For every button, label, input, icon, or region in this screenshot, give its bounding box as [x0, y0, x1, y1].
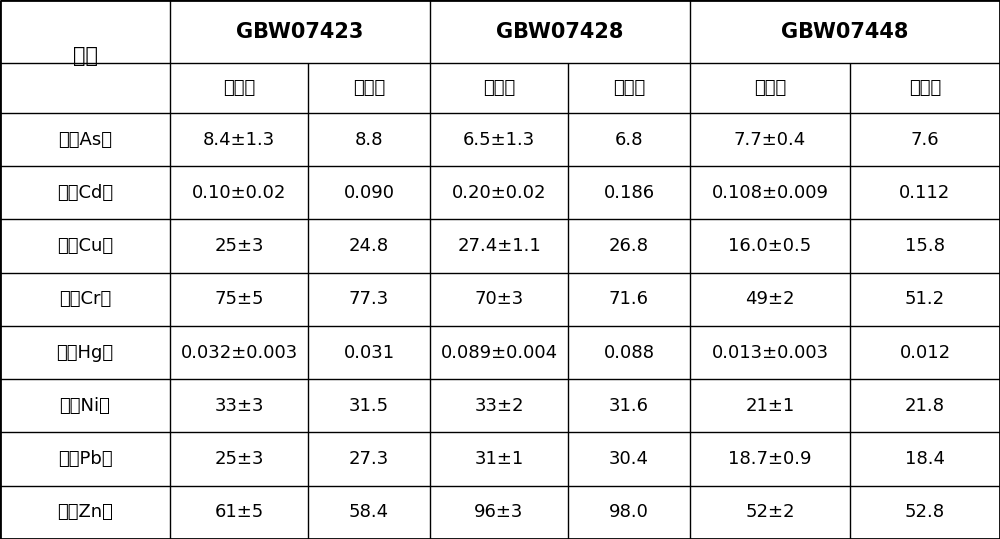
- Text: 30.4: 30.4: [609, 450, 649, 468]
- Text: 实测值: 实测值: [909, 79, 941, 97]
- Text: 0.186: 0.186: [603, 184, 655, 202]
- Text: 7.7±0.4: 7.7±0.4: [734, 130, 806, 149]
- Text: 33±3: 33±3: [214, 397, 264, 415]
- Text: 75±5: 75±5: [214, 291, 264, 308]
- Text: 铅（Pb）: 铅（Pb）: [58, 450, 112, 468]
- Text: 27.3: 27.3: [349, 450, 389, 468]
- Text: 8.8: 8.8: [355, 130, 383, 149]
- Text: 0.031: 0.031: [343, 343, 395, 362]
- Text: 25±3: 25±3: [214, 450, 264, 468]
- Text: 标准值: 标准值: [223, 79, 255, 97]
- Text: 锌（Zn）: 锌（Zn）: [57, 503, 113, 521]
- Text: 98.0: 98.0: [609, 503, 649, 521]
- Text: 15.8: 15.8: [905, 237, 945, 255]
- Text: 18.4: 18.4: [905, 450, 945, 468]
- Text: 49±2: 49±2: [745, 291, 795, 308]
- Text: 0.013±0.003: 0.013±0.003: [711, 343, 829, 362]
- Text: 52±2: 52±2: [745, 503, 795, 521]
- Text: 6.5±1.3: 6.5±1.3: [463, 130, 535, 149]
- Text: 16.0±0.5: 16.0±0.5: [728, 237, 812, 255]
- Text: 31±1: 31±1: [474, 450, 524, 468]
- Text: 31.6: 31.6: [609, 397, 649, 415]
- Text: 实测值: 实测值: [353, 79, 385, 97]
- Text: 70±3: 70±3: [474, 291, 524, 308]
- Text: 71.6: 71.6: [609, 291, 649, 308]
- Text: 标准值: 标准值: [754, 79, 786, 97]
- Text: 0.012: 0.012: [899, 343, 951, 362]
- Text: GBW07428: GBW07428: [496, 22, 624, 42]
- Text: 0.032±0.003: 0.032±0.003: [180, 343, 298, 362]
- Text: 0.089±0.004: 0.089±0.004: [440, 343, 558, 362]
- Text: 0.112: 0.112: [899, 184, 951, 202]
- Text: 25±3: 25±3: [214, 237, 264, 255]
- Text: 标准值: 标准值: [483, 79, 515, 97]
- Text: 汞（Hg）: 汞（Hg）: [56, 343, 114, 362]
- Text: 8.4±1.3: 8.4±1.3: [203, 130, 275, 149]
- Text: 61±5: 61±5: [214, 503, 264, 521]
- Text: 31.5: 31.5: [349, 397, 389, 415]
- Text: 96±3: 96±3: [474, 503, 524, 521]
- Text: 0.090: 0.090: [344, 184, 395, 202]
- Text: 0.108±0.009: 0.108±0.009: [712, 184, 828, 202]
- Text: 钓（Cr）: 钓（Cr）: [59, 291, 111, 308]
- Text: 27.4±1.1: 27.4±1.1: [457, 237, 541, 255]
- Text: 21.8: 21.8: [905, 397, 945, 415]
- Text: 26.8: 26.8: [609, 237, 649, 255]
- Text: 18.7±0.9: 18.7±0.9: [728, 450, 812, 468]
- Text: 7.6: 7.6: [911, 130, 939, 149]
- Text: 24.8: 24.8: [349, 237, 389, 255]
- Text: GBW07423: GBW07423: [236, 22, 364, 42]
- Text: 33±2: 33±2: [474, 397, 524, 415]
- Text: 镟（Cd）: 镟（Cd）: [57, 184, 113, 202]
- Text: 51.2: 51.2: [905, 291, 945, 308]
- Text: 21±1: 21±1: [745, 397, 795, 415]
- Text: GBW07448: GBW07448: [781, 22, 909, 42]
- Text: 砍（As）: 砍（As）: [58, 130, 112, 149]
- Text: 实测值: 实测值: [613, 79, 645, 97]
- Text: 0.20±0.02: 0.20±0.02: [452, 184, 546, 202]
- Text: 0.088: 0.088: [604, 343, 654, 362]
- Text: 项目: 项目: [72, 46, 98, 66]
- Text: 铜（Cu）: 铜（Cu）: [57, 237, 113, 255]
- Text: 52.8: 52.8: [905, 503, 945, 521]
- Text: 0.10±0.02: 0.10±0.02: [192, 184, 286, 202]
- Text: 77.3: 77.3: [349, 291, 389, 308]
- Text: 6.8: 6.8: [615, 130, 643, 149]
- Text: 镍（Ni）: 镍（Ni）: [60, 397, 110, 415]
- Text: 58.4: 58.4: [349, 503, 389, 521]
